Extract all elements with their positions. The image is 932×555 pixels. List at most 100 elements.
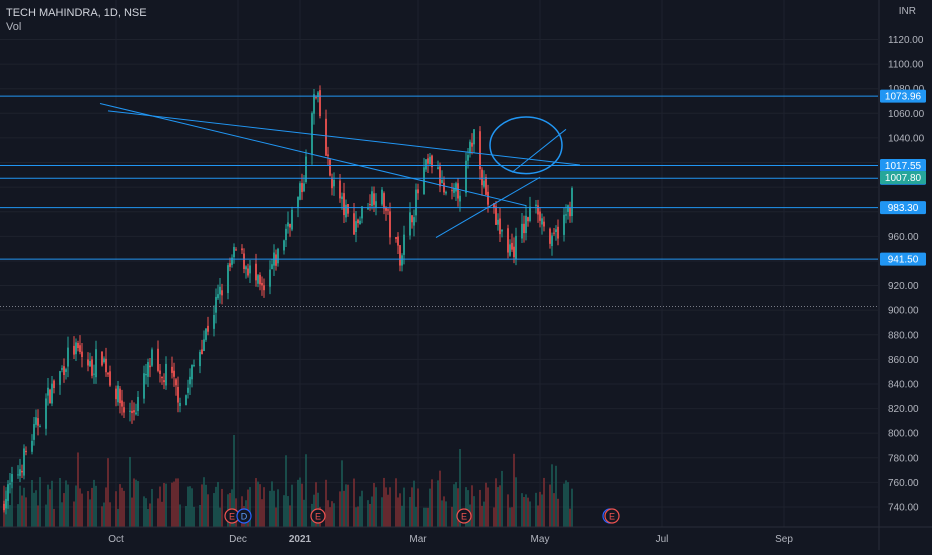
candle-body bbox=[557, 226, 559, 239]
volume-bar bbox=[51, 480, 53, 527]
price-tick-label: 820.00 bbox=[888, 404, 919, 415]
volume-bar bbox=[487, 487, 489, 527]
volume-bar bbox=[453, 484, 455, 527]
volume-bar bbox=[331, 501, 333, 527]
candle-body bbox=[471, 142, 473, 147]
volume-bar bbox=[199, 504, 201, 527]
candle-body bbox=[91, 359, 93, 376]
volume-bar bbox=[549, 484, 551, 527]
candle-body bbox=[73, 345, 75, 355]
volume-bar bbox=[373, 482, 375, 527]
volume-bar bbox=[35, 490, 37, 527]
candle-body bbox=[117, 385, 119, 403]
candle-body bbox=[553, 232, 555, 234]
candle-body bbox=[203, 339, 205, 351]
volume-bar bbox=[543, 477, 545, 527]
candle-body bbox=[457, 183, 459, 199]
volume-bar bbox=[431, 479, 433, 527]
volume-bar bbox=[143, 496, 145, 527]
candle-body bbox=[411, 215, 413, 223]
volume-bar bbox=[553, 493, 555, 527]
volume-bar bbox=[171, 482, 173, 527]
event-label: E bbox=[229, 512, 235, 522]
annotation-ellipse bbox=[489, 116, 563, 175]
candle-body bbox=[401, 255, 403, 266]
volume-bar bbox=[535, 492, 537, 527]
volume-bar bbox=[401, 505, 403, 527]
volume-bar bbox=[551, 464, 553, 527]
volume-bar bbox=[179, 504, 181, 527]
trendline bbox=[99, 102, 527, 207]
event-label: D bbox=[241, 512, 248, 522]
volume-bar bbox=[499, 485, 501, 527]
candle-body bbox=[61, 368, 63, 370]
volume-bar bbox=[149, 503, 151, 527]
volume-bar bbox=[315, 482, 317, 527]
candle-body bbox=[541, 218, 543, 225]
candle-body bbox=[331, 177, 333, 189]
candle-body bbox=[21, 470, 23, 473]
volume-bar bbox=[451, 506, 453, 527]
volume-bar bbox=[121, 487, 123, 527]
trendline bbox=[511, 128, 567, 173]
candle-body bbox=[241, 248, 243, 251]
candle-body bbox=[551, 235, 553, 247]
candle-body bbox=[381, 189, 383, 205]
volume-bar bbox=[485, 482, 487, 527]
candle-body bbox=[383, 193, 385, 209]
volume-bar bbox=[213, 493, 215, 527]
candle-body bbox=[123, 407, 125, 413]
candle-body bbox=[453, 188, 455, 193]
volume-bar bbox=[357, 506, 359, 527]
event-marker[interactable]: E bbox=[310, 508, 326, 524]
candle-body bbox=[103, 358, 105, 363]
volume-bar bbox=[509, 507, 511, 527]
volume-bar bbox=[541, 494, 543, 527]
volume-bar bbox=[129, 456, 131, 527]
volume-bar bbox=[273, 490, 275, 527]
volume-bar bbox=[133, 478, 135, 527]
volume-bar bbox=[123, 490, 125, 527]
volume-bar bbox=[115, 491, 117, 527]
event-marker[interactable]: E bbox=[456, 508, 472, 524]
volume-bar bbox=[147, 508, 149, 527]
candle-body bbox=[509, 244, 511, 256]
candle-body bbox=[133, 410, 135, 413]
volume-bar bbox=[49, 489, 51, 527]
time-tick-label: Dec bbox=[229, 534, 247, 545]
volume-bar bbox=[231, 489, 233, 527]
volume-bar bbox=[465, 487, 467, 527]
candle-body bbox=[39, 426, 41, 428]
price-level-label-bg bbox=[880, 89, 926, 103]
volume-bar bbox=[185, 506, 187, 527]
candle-body bbox=[537, 205, 539, 215]
price-level-label-bg bbox=[880, 159, 926, 173]
candle-body bbox=[243, 253, 245, 269]
candle-body bbox=[375, 201, 377, 208]
candle-body bbox=[161, 376, 163, 379]
price-tick-label: 1040.00 bbox=[888, 133, 925, 144]
candle-body bbox=[319, 90, 321, 117]
candle-body bbox=[19, 469, 21, 476]
candle-body bbox=[59, 371, 61, 385]
volume-bar bbox=[515, 477, 517, 527]
candle-body bbox=[521, 223, 523, 239]
volume-bar bbox=[109, 502, 111, 527]
volume-bar bbox=[563, 483, 565, 527]
volume-bar bbox=[415, 506, 417, 527]
volume-bar bbox=[193, 506, 195, 527]
volume-bar bbox=[497, 487, 499, 527]
candle-body bbox=[493, 203, 495, 209]
event-marker[interactable]: E bbox=[604, 508, 620, 524]
candle-body bbox=[385, 207, 387, 211]
volume-bar bbox=[303, 499, 305, 527]
event-marker[interactable]: D bbox=[236, 508, 252, 524]
candle-body bbox=[51, 383, 53, 404]
volume-bar bbox=[443, 496, 445, 527]
volume-bar bbox=[61, 502, 63, 527]
volume-bar bbox=[25, 497, 27, 527]
volume-bar bbox=[495, 478, 497, 527]
volume-bar bbox=[63, 493, 65, 527]
